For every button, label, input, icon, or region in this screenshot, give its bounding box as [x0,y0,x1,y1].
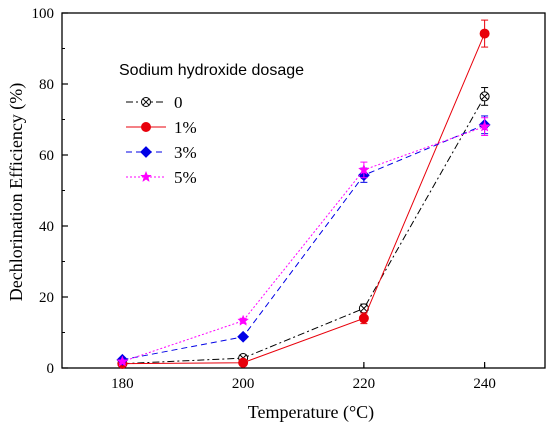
marker-cross [142,98,150,106]
legend-label: 0 [174,93,183,112]
legend-label: 1% [174,118,197,137]
y-tick-label: 60 [39,148,54,164]
y-tick-label: 80 [39,77,54,93]
series-line [122,124,485,361]
legend-marker [140,146,152,158]
legend-marker [140,170,152,183]
y-tick-label: 20 [39,290,54,306]
data-point [478,120,491,132]
series-3 [116,117,491,367]
marker-cross [481,92,489,100]
data-point [479,91,490,102]
y-tick-label: 0 [47,361,55,377]
x-tick-label: 220 [353,376,376,392]
y-tick-label: 40 [39,219,54,235]
marker-cross [360,304,368,312]
series-line [122,96,486,365]
series-group [116,19,491,369]
data-point [357,163,370,175]
y-axis-label: Dechlorination Efficiency (%) [6,83,27,302]
series-line [122,33,486,365]
data-point [358,313,369,324]
data-point [237,330,250,343]
legend-marker [141,97,151,107]
y-tick-label: 100 [32,6,55,22]
legend-title: Sodium hydroxide dosage [119,62,304,79]
x-tick-label: 240 [473,376,496,392]
legend-label: 3% [174,143,197,162]
legend-marker [141,122,151,132]
legend-label: 5% [174,168,197,187]
legend: Sodium hydroxide dosage 0 1% 3% 5% [119,62,304,187]
data-point [238,357,249,368]
data-point [237,314,250,326]
x-axis-label: Temperature (°C) [248,402,374,423]
x-tick-label: 200 [232,376,255,392]
data-point [116,355,129,367]
x-tick-label: 180 [111,376,134,392]
series-line [122,126,485,363]
axes: 180 200 220 240 0 20 40 60 80 100 [32,6,546,392]
data-point [479,28,490,39]
